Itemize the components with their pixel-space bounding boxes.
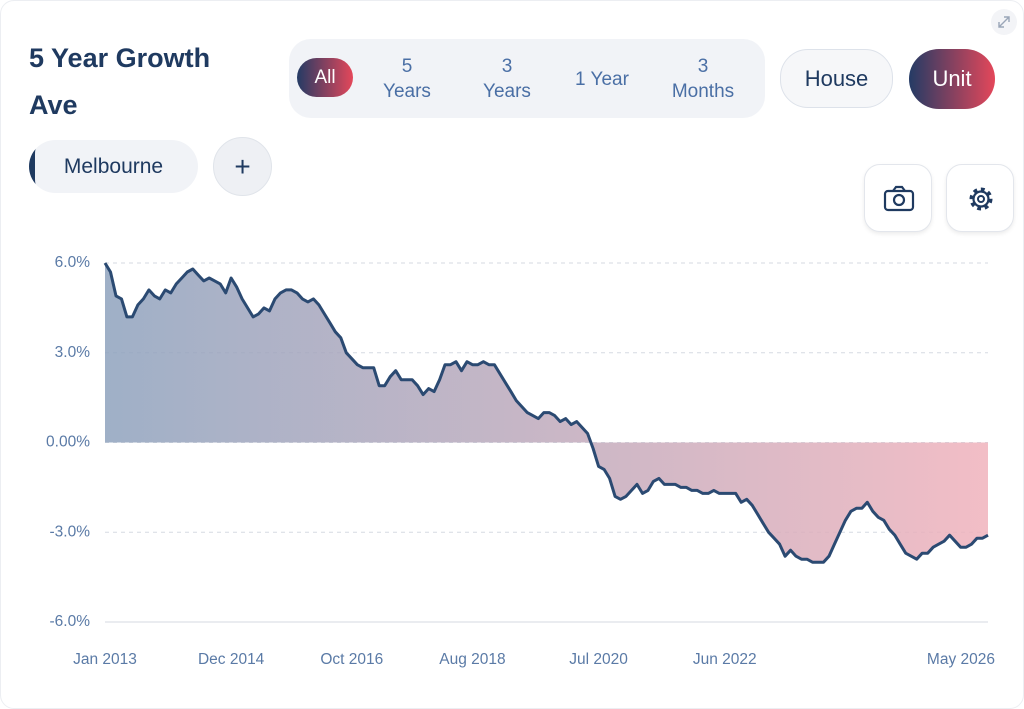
settings-button[interactable] <box>946 164 1014 232</box>
x-tick-label: Oct 2016 <box>320 651 383 668</box>
expand-button[interactable] <box>991 9 1017 35</box>
range-button[interactable]: All <box>297 58 353 97</box>
expand-icon <box>998 16 1010 28</box>
x-tick-label: Aug 2018 <box>439 651 505 668</box>
range-button[interactable]: 1 Year <box>575 68 629 90</box>
x-tick-label: Jan 2013 <box>73 651 137 668</box>
x-tick-label: Jul 2020 <box>569 651 628 668</box>
y-tick-label: -3.0% <box>50 523 91 540</box>
add-button[interactable]: + <box>213 137 272 196</box>
line <box>103 262 989 564</box>
range-button[interactable]: 3 Years <box>483 56 531 102</box>
region-chip[interactable]: Melbourne <box>29 140 198 193</box>
camera-button[interactable] <box>864 164 932 232</box>
gear-icon <box>969 187 993 211</box>
range-button[interactable]: 3 Months <box>671 56 735 102</box>
y-tick-label: 0.00% <box>46 434 90 451</box>
unit-button[interactable]: Unit <box>909 49 995 109</box>
y-tick-label: -6.0% <box>50 613 91 630</box>
x-tick-label: Dec 2014 <box>198 651 265 668</box>
house-button[interactable]: House <box>780 49 893 108</box>
camera-icon <box>883 185 915 212</box>
x-tick-label: Jun 2022 <box>693 651 757 668</box>
y-tick-label: 3.0% <box>55 344 91 361</box>
y-tick-label: 6.0% <box>55 254 91 271</box>
x-tick-label: May 2026 <box>927 651 995 668</box>
range-button[interactable]: 5 Years <box>383 56 431 102</box>
title: 5 Year Growth Ave <box>29 43 211 120</box>
range-selector: All 5 Years 3 Years 1 Year 3 Months <box>289 39 765 118</box>
